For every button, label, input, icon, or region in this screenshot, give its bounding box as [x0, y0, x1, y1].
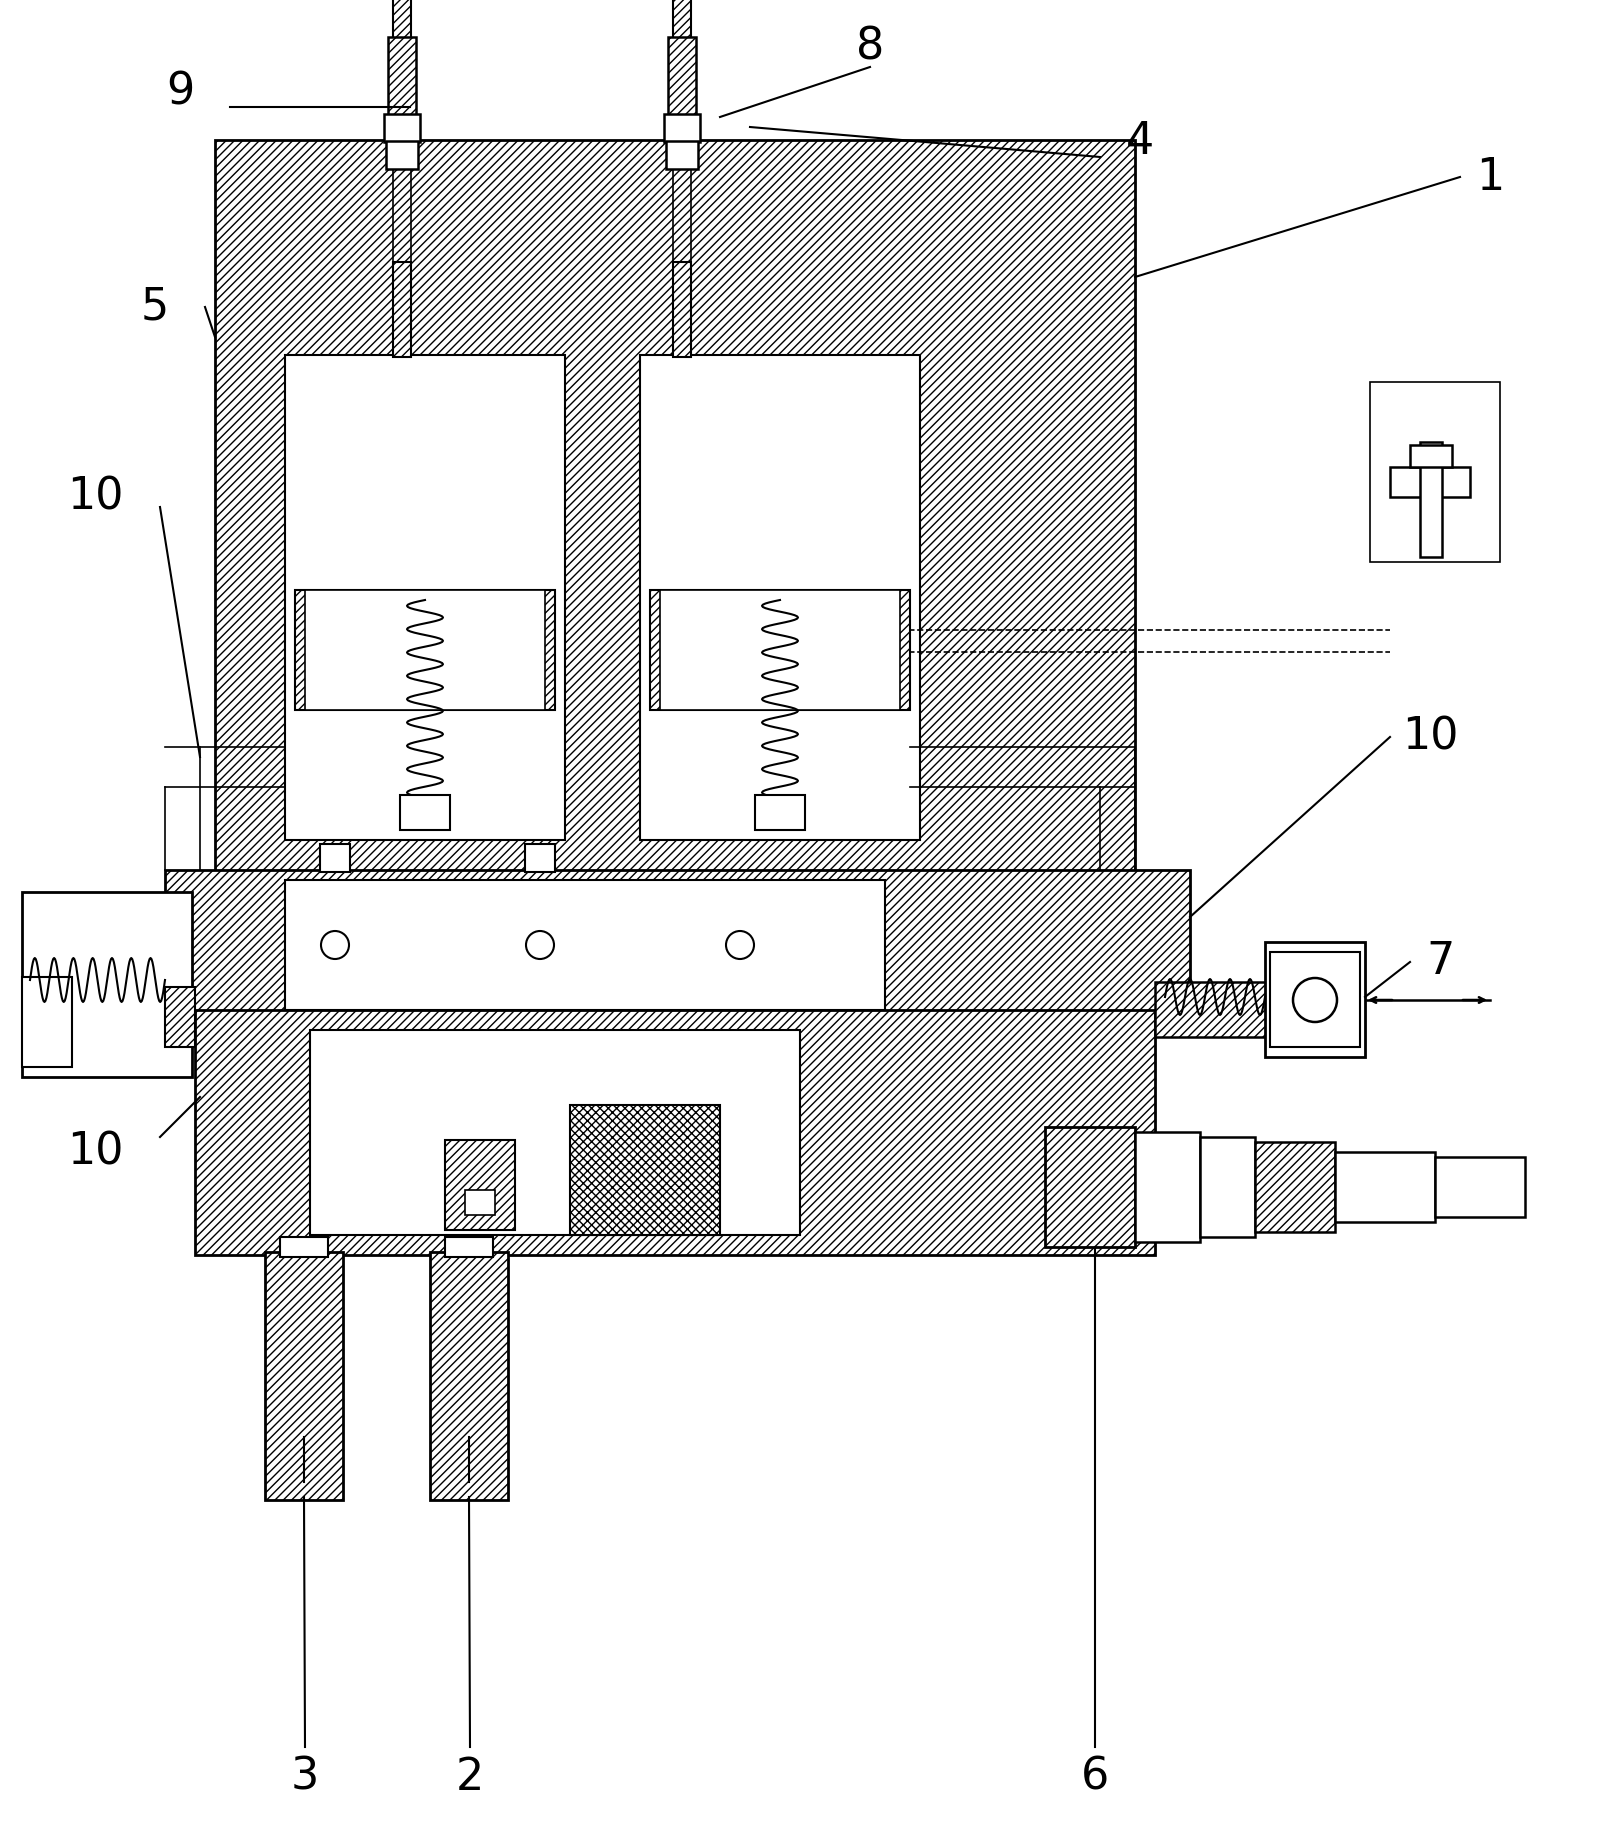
Bar [446, 1141, 515, 1231]
Text: 2: 2 [455, 1756, 484, 1798]
Bar [667, 37, 697, 118]
Bar [389, 37, 416, 118]
Bar [384, 114, 420, 141]
Circle shape [330, 941, 340, 950]
Text: 4: 4 [1126, 121, 1153, 163]
Bar [1335, 1152, 1435, 1222]
Text: 7: 7 [1426, 941, 1455, 983]
Bar [1136, 1132, 1200, 1242]
Bar [672, 263, 692, 356]
Bar [664, 114, 700, 141]
Bar [386, 141, 418, 169]
Bar [400, 795, 450, 830]
Bar [23, 893, 193, 1076]
Bar [266, 1253, 343, 1501]
Bar [1409, 445, 1452, 467]
Bar [23, 977, 71, 1067]
Bar [465, 1190, 496, 1214]
Bar [525, 843, 556, 873]
Bar [194, 1010, 1155, 1255]
Bar [1045, 1128, 1136, 1247]
Bar [285, 880, 885, 1010]
Bar [570, 1106, 719, 1234]
Bar [305, 590, 544, 709]
Bar [1200, 1137, 1256, 1236]
Bar [309, 1031, 800, 1234]
Bar [650, 590, 910, 709]
Bar [295, 590, 556, 709]
Bar [280, 1236, 327, 1257]
Bar [1371, 382, 1500, 562]
Text: 10: 10 [66, 1130, 123, 1174]
Text: 6: 6 [1081, 1756, 1110, 1798]
Bar [1390, 467, 1469, 498]
Bar [165, 871, 1191, 1020]
Circle shape [535, 941, 544, 950]
Text: 5: 5 [141, 285, 168, 329]
Bar [1155, 983, 1275, 1038]
Bar [1265, 942, 1366, 1056]
Bar [1435, 1157, 1524, 1216]
Bar [666, 141, 698, 169]
Bar [165, 986, 194, 1047]
Text: 10: 10 [66, 476, 123, 518]
Bar [672, 0, 692, 145]
Bar [755, 795, 805, 830]
Bar [1256, 1143, 1335, 1233]
Bar [640, 355, 920, 840]
Text: 8: 8 [855, 26, 885, 68]
Bar [659, 590, 901, 709]
Text: 1: 1 [1476, 156, 1503, 198]
Text: 10: 10 [1401, 715, 1458, 759]
Bar [394, 0, 411, 145]
Circle shape [735, 941, 745, 950]
Bar [446, 1236, 492, 1257]
Bar [1421, 443, 1442, 557]
Bar [429, 1253, 509, 1501]
Text: 9: 9 [165, 70, 194, 114]
Circle shape [1309, 994, 1320, 1007]
Bar [394, 263, 411, 356]
Bar [285, 355, 565, 840]
Bar [1270, 952, 1361, 1047]
Text: 3: 3 [292, 1756, 319, 1798]
Bar [215, 140, 1136, 889]
Bar [321, 843, 350, 873]
